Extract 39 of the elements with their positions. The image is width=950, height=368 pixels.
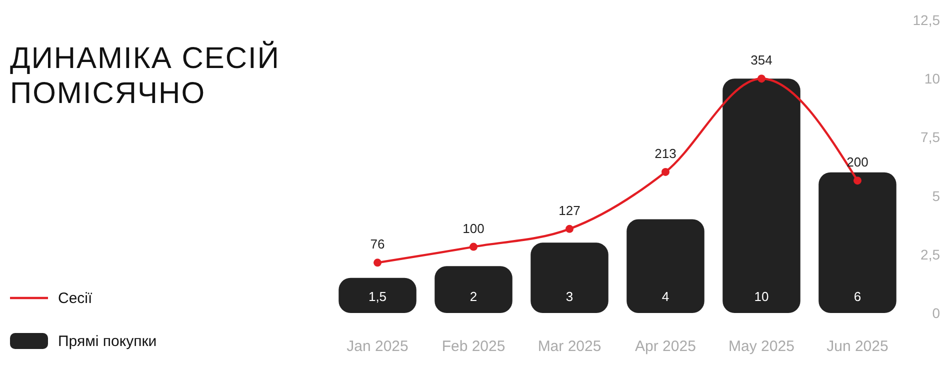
y-tick-label: 12,5 <box>912 12 940 28</box>
data-label: 100 <box>462 220 484 236</box>
bar <box>530 242 608 313</box>
legend-label: Сесії <box>58 290 94 307</box>
bar <box>626 219 704 313</box>
x-tick-label: Jan 2025 <box>346 338 408 355</box>
y-tick-label: 10 <box>924 70 940 87</box>
point <box>757 74 766 83</box>
point <box>661 168 670 176</box>
y-tick-label: 0 <box>932 305 940 321</box>
data-label: 2 <box>470 289 478 304</box>
data-label: 1,5 <box>368 289 387 304</box>
x-tick-label: Mar 2025 <box>538 338 602 355</box>
legend-label: Прямі покупки <box>58 333 157 350</box>
x-tick-label: May 2025 <box>728 338 794 355</box>
data-label: 76 <box>370 236 385 252</box>
data-label: 6 <box>854 289 862 304</box>
y-tick-label: 5 <box>932 188 940 204</box>
point <box>853 176 862 185</box>
y-tick-label: 2,5 <box>920 246 940 262</box>
x-tick-label: Apr 2025 <box>635 338 696 355</box>
x-tick-label: Feb 2025 <box>442 338 506 355</box>
data-label: 213 <box>654 146 676 161</box>
bar <box>338 278 416 313</box>
data-label: 200 <box>846 154 868 170</box>
bar <box>818 172 896 313</box>
data-label: 4 <box>662 289 670 304</box>
point <box>470 242 478 251</box>
bar <box>722 78 800 313</box>
text: ДИНАМІКА СЕСІЙ ПОМІСЯЧНО <box>10 40 280 110</box>
x-tick-label: Jun 2025 <box>826 338 888 355</box>
y-tick-label: 7,5 <box>920 129 940 146</box>
data-label: 354 <box>750 52 772 68</box>
data-label: 127 <box>558 202 580 218</box>
point <box>374 258 382 267</box>
data-label: 10 <box>754 289 769 304</box>
point <box>566 224 574 233</box>
data-label: 3 <box>566 289 574 304</box>
bar <box>434 266 512 313</box>
